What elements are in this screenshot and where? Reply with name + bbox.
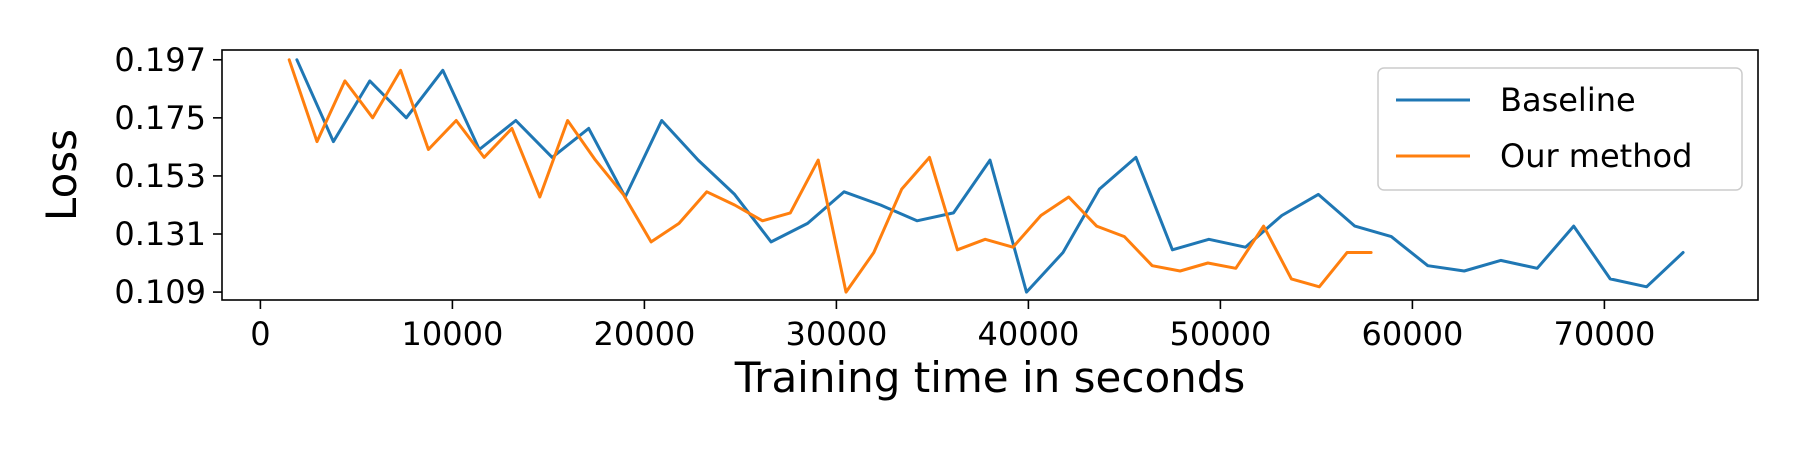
x-tick-label: 70000 [1554,315,1656,353]
legend-label: Our method [1500,137,1692,175]
x-axis: 0 10000 20000 30000 40000 50000 60000 70000 [250,300,1655,353]
x-tick-label: 50000 [1170,315,1272,353]
legend: Baseline Our method [1377,67,1743,191]
y-tick-label: 0.197 [114,41,206,79]
series-line-baseline [295,58,1685,294]
y-axis: 0.109 0.131 0.153 0.175 0.197 [114,41,222,311]
y-tick-label: 0.131 [114,215,206,253]
legend-label: Baseline [1500,81,1636,119]
plot-frame [221,49,1759,301]
plot-area [221,49,1759,301]
series-line-our-method [287,58,1373,294]
x-tick-label: 10000 [402,315,504,353]
x-tick-label: 20000 [594,315,696,353]
y-tick-label: 0.109 [114,273,206,311]
x-tick-label: 30000 [786,315,888,353]
x-tick-label: 0 [250,315,270,353]
series-layer [287,58,1685,294]
y-tick-label: 0.175 [114,99,206,137]
x-tick-label: 60000 [1362,315,1464,353]
y-axis-title: Loss [37,129,86,221]
x-axis-title: Training time in seconds [734,353,1246,402]
x-tick-label: 40000 [978,315,1080,353]
y-tick-label: 0.153 [114,157,206,195]
